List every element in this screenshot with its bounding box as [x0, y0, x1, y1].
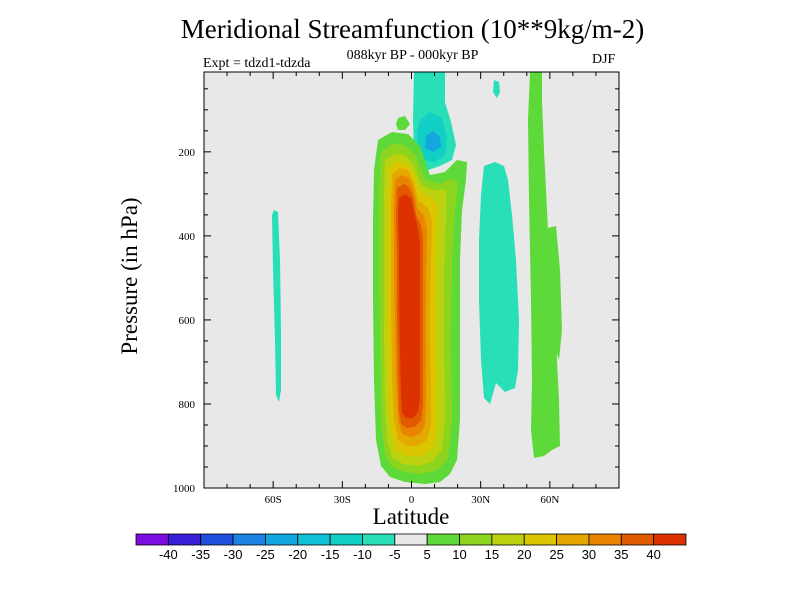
season-label: DJF: [592, 52, 616, 67]
colorbar-swatch: [200, 533, 234, 546]
colorbar-label: 15: [485, 547, 499, 562]
colorbar-label: -10: [353, 547, 372, 562]
colorbar-swatch: [362, 533, 396, 546]
colorbar-swatch: [523, 533, 557, 546]
colorbar-label: -5: [389, 547, 401, 562]
y-tick-label: 200: [179, 147, 196, 159]
colorbar-label: -15: [321, 547, 340, 562]
colorbar-swatch: [426, 533, 460, 546]
upper-negative-cell-center: [425, 131, 441, 152]
experiment-label: Expt = tdzd1-tdzda: [203, 56, 311, 71]
colorbar-swatch: [394, 533, 428, 546]
x-tick-label: 60N: [540, 494, 559, 506]
y-tick-label: 800: [179, 399, 196, 411]
colorbar-label: -30: [224, 547, 243, 562]
northern-positive-band-fragment: [548, 226, 562, 360]
northern-negative-band: [479, 162, 519, 404]
upper-positive-tongue: [396, 116, 410, 130]
southern-negative-band: [272, 210, 281, 402]
colorbar-swatch: [620, 533, 655, 546]
colorbar-label: 35: [614, 547, 628, 562]
colorbar-swatch: [167, 533, 202, 546]
x-tick-label: 30N: [471, 494, 490, 506]
colorbar-label: 40: [646, 547, 660, 562]
x-tick-label: 0: [409, 494, 415, 506]
colorbar-label: 20: [517, 547, 531, 562]
y-tick-label: 600: [179, 315, 196, 327]
colorbar-swatch: [135, 533, 169, 546]
x-tick-label: 60S: [265, 494, 282, 506]
contour-field: [272, 72, 562, 484]
colorbar-label: -40: [159, 547, 178, 562]
colorbar-label: -25: [256, 547, 275, 562]
colorbar-swatch: [232, 533, 266, 546]
x-tick-label: 30S: [334, 494, 351, 506]
colorbar-swatch: [459, 533, 493, 546]
colorbar-label: -35: [191, 547, 210, 562]
colorbar-swatch: [491, 533, 525, 546]
colorbar-swatch: [265, 533, 299, 546]
chart-subtitle: 088kyr BP - 000kyr BP: [346, 48, 479, 63]
colorbar-swatch: [556, 533, 590, 546]
colorbar-label: 25: [549, 547, 563, 562]
colorbar-swatch: [297, 533, 331, 546]
northern-positive-band: [528, 72, 560, 458]
y-tick-label: 400: [179, 231, 196, 243]
x-axis-title: Latitude: [373, 504, 450, 529]
axis-layer: 60S 30S 0 30N 60N 200 400 600 800 1000: [173, 72, 619, 506]
colorbar-label: -20: [288, 547, 307, 562]
chart-title: Meridional Streamfunction (10**9kg/m-2): [180, 14, 645, 44]
y-tick-label: 1000: [173, 483, 196, 495]
colorbar-label: 10: [452, 547, 466, 562]
colorbar-swatch: [588, 533, 622, 546]
y-axis-title: Pressure (in hPa): [117, 197, 142, 354]
colorbar-swatch: [329, 533, 363, 546]
colorbar-label: 5: [424, 547, 431, 562]
small-negative-blob: [493, 80, 500, 98]
colorbar-label: 30: [582, 547, 596, 562]
colorbar: -40 -35 -30 -25 -20 -15 -10 -5 5 10 15 20 25 30 35 40: [135, 533, 687, 562]
colorbar-swatch: [653, 533, 687, 546]
main-cell-level-40: [398, 194, 420, 418]
